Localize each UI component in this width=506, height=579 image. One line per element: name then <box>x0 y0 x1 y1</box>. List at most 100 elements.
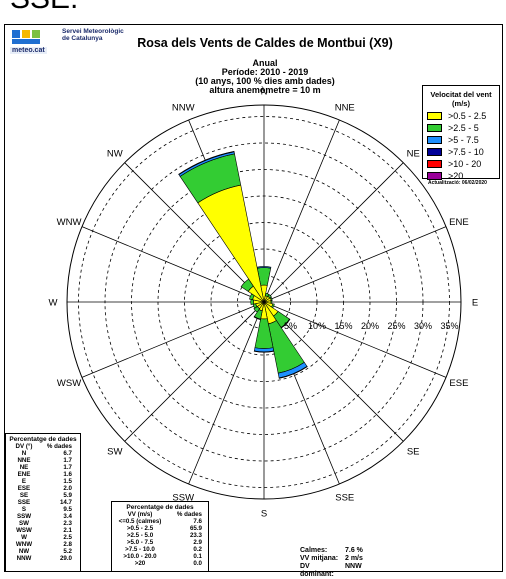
direction-table-row: SSW 3.4 <box>6 513 80 520</box>
dir-cell-direction: SW <box>19 520 29 527</box>
rose-spoke <box>124 301 265 442</box>
direction-label: WNW <box>57 217 82 228</box>
direction-table-row: WSW 2.1 <box>6 527 80 534</box>
dir-cell-direction: S <box>21 506 27 513</box>
summary-row: Calmes: 7.6 % <box>300 547 363 555</box>
legend-label: >20 <box>448 171 464 181</box>
direction-label: ENE <box>449 217 469 228</box>
ring-label: 25% <box>387 321 405 331</box>
speed-table-header: VV (m/s) % dades <box>112 511 208 518</box>
direction-table-row: W 2.5 <box>6 534 80 541</box>
legend-item: >7.5 - 10 <box>427 146 499 158</box>
legend-item: >2.5 - 5 <box>427 122 499 134</box>
rose-wedge-s <box>253 350 275 353</box>
rose-wedge-nnw <box>178 150 235 176</box>
speed-cell-range: <=0.5 (calmes) <box>118 518 162 525</box>
rose-ring <box>131 169 397 435</box>
speed-legend: Velocitat del vent (m/s) >0.5 - 2.5 >2.5… <box>422 85 500 182</box>
subtitle-line-2: Període: 2010 - 2019 <box>221 67 309 77</box>
dir-cell-percent: 2.3 <box>63 520 72 527</box>
summary-label: Calmes: <box>300 547 328 554</box>
dir-cell-direction: N <box>21 450 27 457</box>
rose-spoke <box>263 301 447 378</box>
summary-row: DV dominant: NNW <box>300 563 363 579</box>
direction-label: SSW <box>172 492 194 503</box>
legend-label: >2.5 - 5 <box>448 123 479 133</box>
ring-label: 20% <box>361 321 379 331</box>
direction-label: S <box>261 509 267 520</box>
legend-swatch <box>427 124 442 132</box>
direction-table-row: NNE 1.7 <box>6 457 80 464</box>
dir-cell-percent: 1.7 <box>63 457 72 464</box>
meteocat-logo: Servei Meteorològic de Catalunya meteo.c… <box>10 28 130 56</box>
speed-cell-range: >2.5 - 5.0 <box>126 532 154 539</box>
rose-wedge-n <box>256 266 272 269</box>
direction-table-row: SSE 14.7 <box>6 499 80 506</box>
speed-cell-range: >0.5 - 2.5 <box>126 525 154 532</box>
direction-table-row: S 9.5 <box>6 506 80 513</box>
speed-cell-percent: 23.3 <box>189 532 202 539</box>
logo-green-square <box>32 30 40 38</box>
update-note: Actualització: 06/02/2020 <box>428 180 487 186</box>
subtitle-line-4: altura anemòmetre = 10 m <box>209 85 321 95</box>
legend-item: >5 - 7.5 <box>427 134 499 146</box>
legend-item: >0.5 - 2.5 <box>427 110 499 122</box>
page-top-text: SSE. <box>0 0 506 20</box>
legend-label: >10 - 20 <box>448 159 482 169</box>
rose-spoke <box>124 162 265 303</box>
legend-swatch <box>427 148 442 156</box>
speed-header-pct: % dades <box>176 511 202 518</box>
direction-table-row: NNW 29.0 <box>6 555 80 562</box>
direction-table-row: SW 2.3 <box>6 520 80 527</box>
direction-label: SSE <box>335 492 354 503</box>
rose-ring <box>237 275 291 329</box>
dir-cell-percent: 9.5 <box>63 506 72 513</box>
dir-cell-percent: 5.2 <box>63 548 72 555</box>
summary-label: DV dominant: <box>300 563 334 578</box>
legend-title-2: (m/s) <box>452 99 470 108</box>
summary-value: NNW <box>345 563 362 570</box>
legend-item: >10 - 20 <box>427 158 499 170</box>
dir-cell-direction: NW <box>18 548 30 555</box>
summary-row: VV mitjana: 2 m/s <box>300 555 363 563</box>
direction-table-row: N 6.7 <box>6 450 80 457</box>
rose-wedge-sse <box>278 365 308 379</box>
dir-cell-direction: W <box>21 534 27 541</box>
dir-cell-percent: 2.0 <box>63 485 72 492</box>
direction-table-row: NW 5.2 <box>6 548 80 555</box>
legend-title-1: Velocitat del vent <box>430 90 492 99</box>
speed-table-row: >0.5 - 2.5 65.9 <box>112 525 208 532</box>
direction-label: NE <box>407 148 420 159</box>
rose-spoke <box>263 119 340 303</box>
dir-cell-percent: 3.4 <box>63 513 72 520</box>
dir-cell-direction: ENE <box>17 471 31 478</box>
rose-wedge-ene <box>269 296 273 301</box>
subtitle-line-1: Anual <box>252 58 278 68</box>
direction-label: NNE <box>335 103 355 114</box>
logo-yellow-square <box>22 30 30 38</box>
dir-cell-percent: 2.1 <box>63 527 72 534</box>
legend-item: >20 <box>427 170 499 182</box>
speed-table-row: <=0.5 (calmes) 7.6 <box>112 518 208 525</box>
legend-swatch <box>427 172 442 180</box>
direction-label: NNW <box>172 103 195 114</box>
logo-org-name: Servei Meteorològic de Catalunya <box>62 28 124 42</box>
speed-table-row: >5.0 - 7.5 2.9 <box>112 539 208 546</box>
dir-cell-direction: SE <box>19 492 29 499</box>
dir-cell-percent: 1.7 <box>63 464 72 471</box>
dir-cell-direction: ESE <box>17 485 31 492</box>
dir-cell-percent: 1.5 <box>63 478 72 485</box>
ring-label: 5% <box>284 321 297 331</box>
speed-table-row: >7.5 - 10.0 0.2 <box>112 546 208 553</box>
rose-spoke <box>263 301 404 442</box>
speed-cell-range: >7.5 - 10.0 <box>125 546 155 553</box>
dir-cell-percent: 6.7 <box>63 450 72 457</box>
direction-table-row: ENE 1.6 <box>6 471 80 478</box>
logo-blue-square-2 <box>12 39 40 44</box>
rose-ring <box>78 116 450 488</box>
ring-label: 30% <box>414 321 432 331</box>
ring-label: 15% <box>334 321 352 331</box>
dir-cell-direction: NNE <box>17 457 31 464</box>
direction-label: SW <box>107 447 122 458</box>
rose-ring <box>210 248 318 356</box>
